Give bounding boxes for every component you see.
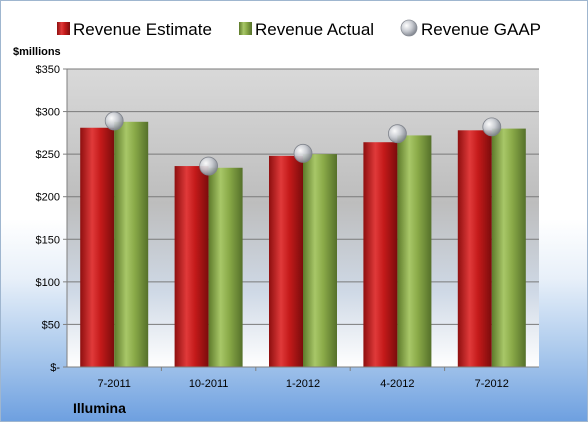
bar-revenue-estimate: [363, 142, 398, 367]
x-tick-label: 7-2012: [475, 378, 509, 390]
bar-revenue-estimate: [80, 127, 115, 368]
y-tick-label: $250: [36, 149, 60, 161]
legend-swatch-revenue-estimate: [57, 22, 70, 35]
x-tick-label: 10-2011: [189, 378, 229, 390]
legend-swatch-revenue-actual: [239, 22, 252, 35]
marker-revenue-gaap: [482, 117, 502, 137]
y-tick-label: $200: [36, 192, 60, 204]
x-tick-label: 4-2012: [380, 378, 414, 390]
legend-label-revenue-gaap: Revenue GAAP: [421, 20, 541, 39]
x-axis-ticks: 7-2011 10-2011 1-2012 4-2012 7-2012: [97, 367, 509, 390]
marker-revenue-gaap: [199, 156, 219, 176]
bar-revenue-estimate: [269, 155, 303, 367]
bar-revenue-actual: [303, 154, 337, 367]
y-tick-label: $350: [36, 64, 60, 76]
x-tick-label: 1-2012: [286, 378, 320, 390]
bar-revenue-actual: [114, 121, 149, 367]
x-tick-label: 7-2011: [97, 378, 130, 390]
y-tick-label: $100: [36, 277, 60, 289]
bar-revenue-estimate: [457, 130, 492, 367]
marker-revenue-gaap: [293, 143, 313, 163]
legend: Revenue Estimate Revenue Actual Revenue …: [57, 19, 541, 39]
y-tick-label: $300: [36, 107, 60, 119]
y-tick-label: $150: [36, 234, 60, 246]
bar-revenue-actual: [397, 135, 432, 367]
legend-label-revenue-actual: Revenue Actual: [255, 20, 374, 39]
bars: [80, 121, 526, 368]
gaap-markers: [104, 111, 502, 176]
bar-revenue-estimate: [174, 166, 209, 367]
y-tick-label: $50: [42, 319, 60, 331]
marker-revenue-gaap: [104, 111, 124, 131]
legend-label-revenue-estimate: Revenue Estimate: [73, 20, 212, 39]
y-axis-ticks: $- $50 $100 $150 $200 $250 $300 $350: [36, 64, 67, 374]
y-tick-label: $-: [50, 362, 60, 374]
bar-revenue-actual: [491, 128, 526, 367]
legend-swatch-revenue-gaap: [400, 19, 418, 37]
y-axis-unit-label: $millions: [13, 46, 61, 58]
company-label: Illumina: [73, 400, 126, 416]
bar-revenue-actual: [208, 167, 243, 367]
marker-revenue-gaap: [387, 124, 407, 144]
